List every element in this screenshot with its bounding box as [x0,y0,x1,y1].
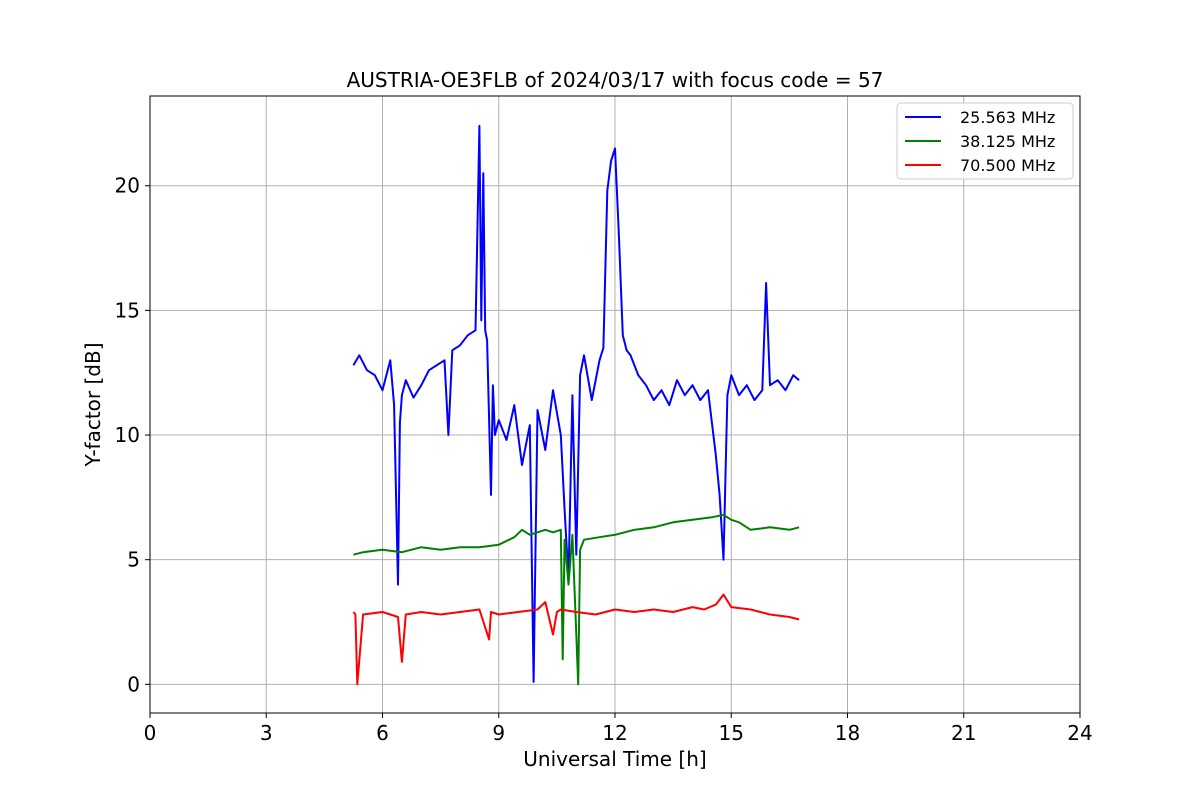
grid-layer [149,96,1081,713]
x-axis-label: Universal Time [h] [523,747,706,771]
series-layer [352,124,800,686]
y-tick-label: 5 [127,548,140,572]
x-tick-label: 6 [376,721,389,745]
x-tick-label: 21 [951,721,976,745]
x-tick-label: 3 [260,721,273,745]
series-line-3 [352,593,800,686]
tick-layer: 0 3 6 9 12 15 18 21 24 0 5 10 15 20 [115,174,1093,745]
x-tick-label: 12 [602,721,627,745]
legend-label: 70.500 MHz [960,156,1055,175]
x-tick-label: 24 [1067,721,1092,745]
y-tick-label: 0 [127,672,140,696]
y-tick-label: 10 [115,423,140,447]
x-tick-label: 15 [719,721,744,745]
chart-title: AUSTRIA-OE3FLB of 2024/03/17 with focus … [347,68,884,92]
series-line-2 [353,513,800,686]
legend: 25.563 MHz 38.125 MHz 70.500 MHz [896,102,1074,180]
legend-items: 25.563 MHz 38.125 MHz 70.500 MHz [905,108,1055,175]
y-tick-label: 15 [115,298,140,322]
series-line-1 [352,124,800,683]
x-tick-label: 9 [492,721,505,745]
legend-label: 38.125 MHz [960,132,1055,151]
legend-box [896,102,1074,180]
y-tick-label: 20 [115,174,140,198]
x-tick-label: 18 [835,721,860,745]
legend-label: 25.563 MHz [960,108,1055,127]
y-axis-label: Y-factor [dB] [81,342,105,467]
x-tick-label: 0 [144,721,157,745]
